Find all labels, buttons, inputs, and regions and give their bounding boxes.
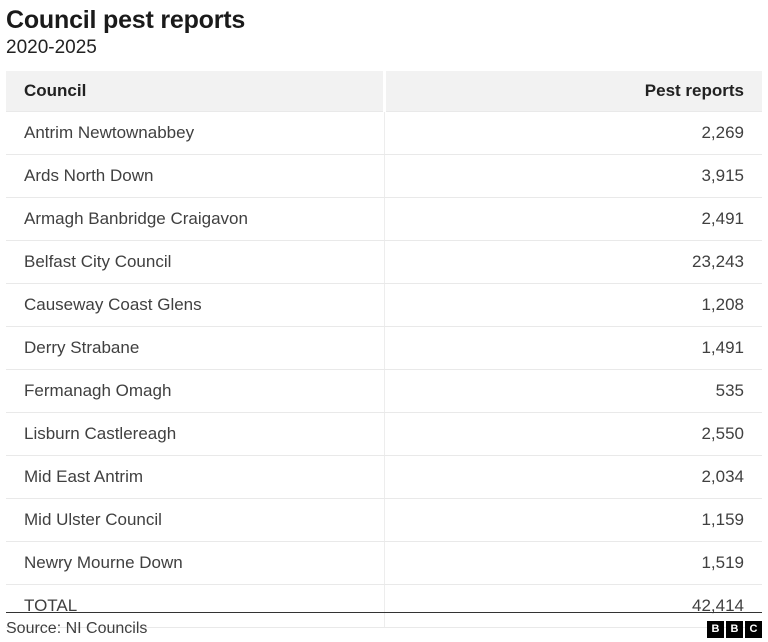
table-row: Causeway Coast Glens 1,208 xyxy=(6,283,762,327)
table-row: Derry Strabane 1,491 xyxy=(6,326,762,370)
council-cell: TOTAL xyxy=(6,584,384,628)
table-row: Lisburn Castlereagh 2,550 xyxy=(6,412,762,456)
table-row: Fermanagh Omagh 535 xyxy=(6,369,762,413)
column-header-council: Council xyxy=(6,71,384,112)
pest-reports-cell: 1,159 xyxy=(383,498,762,542)
council-cell: Newry Mourne Down xyxy=(6,541,384,585)
column-header-pest-reports: Pest reports xyxy=(382,71,762,112)
pest-reports-cell: 2,034 xyxy=(383,455,762,499)
chart-footer: Source: NI Councils B B C xyxy=(6,612,762,638)
pest-reports-cell: 1,208 xyxy=(383,283,762,327)
pest-reports-cell: 1,519 xyxy=(383,541,762,585)
pest-reports-cell: 535 xyxy=(383,369,762,413)
pest-reports-cell: 23,243 xyxy=(383,240,762,284)
council-cell: Antrim Newtownabbey xyxy=(6,111,384,155)
table-row: Armagh Banbridge Craigavon 2,491 xyxy=(6,197,762,241)
chart-subtitle: 2020-2025 xyxy=(6,37,97,58)
pest-reports-cell: 2,550 xyxy=(383,412,762,456)
pest-reports-table: Council Pest reports Antrim Newtownabbey… xyxy=(6,71,762,628)
council-cell: Fermanagh Omagh xyxy=(6,369,384,413)
table-header-row: Council Pest reports xyxy=(6,71,762,112)
table-row: Belfast City Council 23,243 xyxy=(6,240,762,284)
pest-reports-cell: 2,269 xyxy=(383,111,762,155)
pest-reports-cell: 42,414 xyxy=(383,584,762,628)
table-body: Antrim Newtownabbey 2,269 Ards North Dow… xyxy=(6,111,762,628)
bbc-logo-letter: B xyxy=(707,620,724,638)
table-row: TOTAL 42,414 xyxy=(6,584,762,628)
pest-reports-cell: 3,915 xyxy=(383,154,762,198)
council-cell: Armagh Banbridge Craigavon xyxy=(6,197,384,241)
council-cell: Mid East Antrim xyxy=(6,455,384,499)
pest-reports-cell: 2,491 xyxy=(383,197,762,241)
table-row: Newry Mourne Down 1,519 xyxy=(6,541,762,585)
council-cell: Lisburn Castlereagh xyxy=(6,412,384,456)
council-cell: Ards North Down xyxy=(6,154,384,198)
chart-title: Council pest reports xyxy=(6,6,246,34)
council-cell: Belfast City Council xyxy=(6,240,384,284)
council-cell: Causeway Coast Glens xyxy=(6,283,384,327)
source-label: Source: NI Councils xyxy=(6,620,148,637)
bbc-logo-letter: B xyxy=(726,620,743,638)
bbc-logo: B B C xyxy=(707,620,762,638)
table-row: Antrim Newtownabbey 2,269 xyxy=(6,111,762,155)
council-cell: Mid Ulster Council xyxy=(6,498,384,542)
council-cell: Derry Strabane xyxy=(6,326,384,370)
table-row: Mid East Antrim 2,034 xyxy=(6,455,762,499)
bbc-logo-letter: C xyxy=(745,620,762,638)
table-row: Ards North Down 3,915 xyxy=(6,154,762,198)
pest-reports-cell: 1,491 xyxy=(383,326,762,370)
table-row: Mid Ulster Council 1,159 xyxy=(6,498,762,542)
